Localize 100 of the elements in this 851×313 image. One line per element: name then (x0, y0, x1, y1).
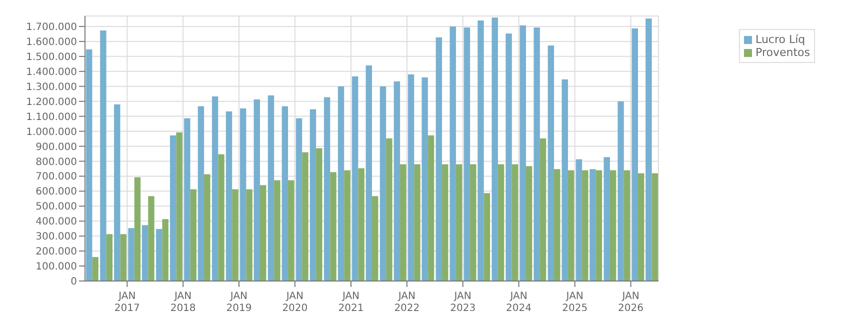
bar (198, 106, 204, 281)
bar (576, 159, 582, 281)
bar (624, 170, 630, 281)
bar (498, 164, 504, 281)
bar (212, 96, 218, 281)
y-tick-label: 600.000 (36, 186, 77, 198)
bar (554, 169, 560, 281)
bar (338, 86, 344, 281)
y-tick-label: 1.600.000 (26, 37, 77, 48)
bar (380, 86, 386, 281)
bar (282, 106, 288, 281)
x-tick-label: JAN 2017 (114, 291, 140, 313)
bar (414, 164, 420, 281)
bar (302, 152, 308, 281)
bar (478, 20, 484, 281)
x-tick-label: JAN 2026 (618, 291, 644, 313)
bar (92, 257, 98, 281)
bar (330, 172, 336, 281)
bar (582, 170, 588, 281)
y-tick-label: 1.500.000 (26, 52, 77, 63)
bar (506, 34, 512, 281)
bar (310, 109, 316, 281)
bar (232, 189, 238, 281)
bar (254, 99, 260, 281)
bar (610, 170, 616, 281)
bar (190, 189, 196, 281)
bar (470, 164, 476, 281)
bar (204, 174, 210, 281)
bar (422, 77, 428, 281)
bar (352, 76, 358, 281)
bar (114, 104, 120, 281)
y-tick-label: 400.000 (36, 216, 77, 228)
y-tick-label: 1.200.000 (26, 96, 77, 108)
bar (652, 173, 658, 281)
bar (226, 111, 232, 281)
y-tick-label: 200.000 (36, 246, 77, 258)
x-tick-label: JAN 2022 (394, 291, 420, 313)
x-tick-label: JAN 2018 (170, 291, 196, 313)
bar (568, 170, 574, 281)
bar (358, 168, 364, 281)
y-tick-label: 500.000 (36, 202, 77, 213)
x-tick-label: JAN 2019 (226, 291, 252, 313)
bar (148, 196, 154, 281)
y-tick-label: 0 (70, 276, 77, 288)
y-tick-label: 300.000 (36, 232, 77, 243)
bar (100, 30, 106, 281)
bar (366, 65, 372, 281)
bar (218, 154, 224, 281)
y-tick-label: 1.000.000 (26, 126, 77, 138)
bar (436, 37, 442, 281)
y-tick-label: 1.300.000 (26, 82, 77, 93)
bar (520, 25, 526, 281)
x-tick-label: JAN 2021 (338, 291, 364, 313)
y-tick-label: 1.400.000 (26, 66, 77, 78)
bar (386, 138, 392, 281)
bar (638, 173, 644, 281)
bar (156, 229, 162, 281)
bar (296, 118, 302, 281)
legend-label: Proventos (756, 46, 810, 59)
bar (534, 28, 540, 281)
legend-label: Lucro Líq (756, 33, 806, 46)
bar (428, 135, 434, 281)
y-tick-label: 1.700.000 (26, 22, 77, 34)
y-tick-label: 1.100.000 (26, 112, 77, 123)
bar (372, 196, 378, 281)
bar (316, 148, 322, 281)
bar (484, 193, 490, 281)
bar (526, 166, 532, 281)
bar (134, 177, 141, 281)
bar (240, 108, 246, 281)
bar (456, 164, 462, 281)
bar (260, 185, 266, 281)
bar (324, 97, 330, 281)
bar (142, 225, 148, 281)
bar (464, 28, 470, 281)
x-tick-label: JAN 2024 (506, 291, 532, 313)
bar (618, 101, 624, 281)
bar (442, 164, 448, 281)
bar (176, 132, 182, 281)
bar (646, 18, 652, 281)
bar (394, 81, 400, 281)
bar (86, 49, 92, 281)
bar (170, 135, 176, 281)
x-tick-label: JAN 2025 (562, 291, 588, 313)
y-tick-label: 100.000 (36, 262, 77, 273)
bar (512, 164, 518, 281)
bar (344, 170, 350, 281)
bar (120, 234, 126, 281)
bar (106, 234, 113, 281)
y-tick-label: 700.000 (36, 172, 77, 183)
bar (604, 157, 610, 281)
bar (246, 189, 252, 281)
bar (562, 79, 568, 281)
bar (590, 169, 596, 281)
bar (492, 17, 498, 281)
bar (632, 28, 638, 281)
y-tick-label: 900.000 (36, 142, 77, 153)
x-tick-label: JAN 2023 (450, 291, 476, 313)
bar (274, 180, 280, 281)
y-tick-label: 800.000 (36, 156, 77, 168)
